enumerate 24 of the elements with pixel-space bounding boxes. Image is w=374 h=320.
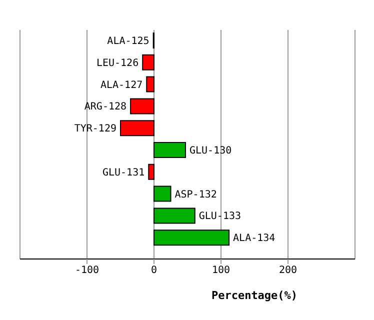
x-axis-title: Percentage(%) <box>211 289 298 302</box>
y-tick-label: GLU-131 <box>102 167 145 178</box>
x-tick-label: 0 <box>150 265 158 276</box>
y-tick-label: ARG-128 <box>84 102 127 113</box>
y-tick-label: ALA-127 <box>100 80 143 91</box>
bar <box>154 208 196 224</box>
bar <box>154 186 172 202</box>
y-tick-label: LEU-126 <box>96 58 139 69</box>
bar <box>142 54 154 70</box>
y-tick-label: ASP-132 <box>174 189 217 200</box>
x-tick-label: -100 <box>74 265 100 276</box>
bar <box>120 120 154 136</box>
y-tick-label: GLU-130 <box>189 146 232 156</box>
bar <box>148 164 154 180</box>
y-tick-label: ALA-125 <box>107 36 150 47</box>
y-tick-label: TYR-129 <box>74 124 116 135</box>
x-tick-label: 200 <box>278 265 298 276</box>
y-tick-label: ALA-134 <box>233 233 276 244</box>
bar <box>130 98 154 114</box>
bar <box>154 230 230 246</box>
bar <box>154 142 186 158</box>
y-tick-label: GLU-133 <box>198 211 242 222</box>
bar <box>146 76 154 92</box>
x-tick-label: 100 <box>212 265 230 276</box>
